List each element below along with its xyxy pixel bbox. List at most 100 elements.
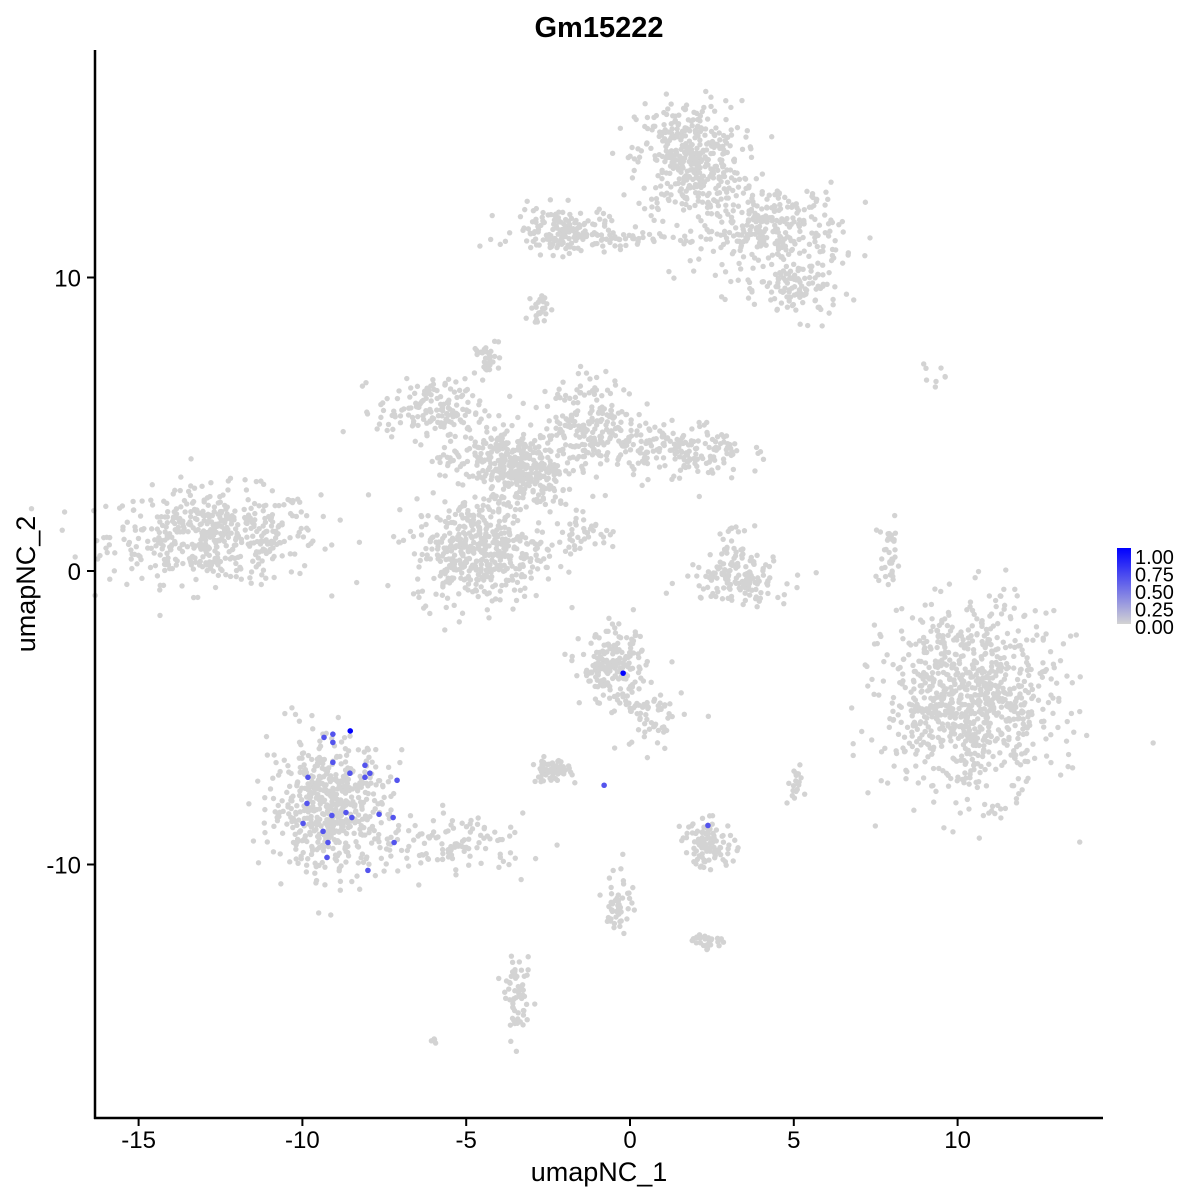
cell-point	[287, 859, 293, 865]
cell-point	[927, 683, 933, 690]
cell-point	[445, 462, 451, 469]
cell-point	[566, 486, 573, 492]
cell-point	[159, 546, 165, 552]
cell-point	[273, 759, 279, 766]
cell-point	[336, 868, 342, 874]
cell-point	[710, 140, 717, 147]
cell-point	[460, 406, 466, 413]
cell-point	[424, 433, 430, 439]
cell-point	[653, 196, 660, 202]
cell-point	[550, 485, 557, 492]
cell-point	[1019, 751, 1025, 757]
cell-point	[170, 491, 176, 497]
cell-point	[343, 798, 349, 804]
cell-point	[683, 450, 690, 456]
cell-point	[298, 509, 304, 515]
cell-point	[656, 151, 662, 158]
cell-point	[824, 281, 830, 288]
cell-point	[931, 799, 937, 805]
cell-point	[528, 470, 534, 477]
cell-point	[128, 547, 134, 553]
cell-point	[554, 452, 561, 459]
cell-point	[975, 697, 982, 703]
cell-point	[920, 739, 927, 745]
cell-point	[577, 383, 584, 389]
cell-point	[257, 541, 264, 547]
cell-point	[474, 475, 480, 481]
cell-point	[1043, 610, 1049, 616]
cell-point	[330, 845, 336, 852]
cell-point	[1005, 703, 1011, 710]
cell-point	[474, 558, 480, 564]
cell-point	[154, 514, 161, 520]
cell-point	[585, 218, 591, 224]
cell-point	[398, 847, 405, 854]
cell-point	[995, 727, 1002, 733]
cell-point	[546, 482, 553, 488]
cell-point	[717, 137, 723, 143]
cell-point	[748, 154, 755, 161]
cell-point	[909, 615, 916, 621]
cell-point	[596, 700, 603, 706]
cell-point	[741, 229, 747, 235]
cell-point	[819, 262, 826, 268]
cell-point	[609, 709, 615, 716]
cell-point	[708, 103, 714, 110]
cell-point	[445, 432, 451, 438]
cell-point	[561, 435, 568, 441]
cell-point	[600, 210, 607, 217]
cell-point	[616, 438, 622, 444]
cell-point	[270, 795, 277, 802]
cell-point	[528, 575, 534, 581]
cell-point	[566, 250, 573, 257]
cell-point	[964, 693, 971, 699]
cell-point	[865, 790, 871, 796]
cell-point	[267, 786, 274, 792]
cell-point	[397, 759, 403, 766]
cell-point	[522, 585, 528, 591]
cell-point	[597, 461, 604, 467]
cell-point	[502, 524, 508, 531]
cell-point	[415, 413, 421, 420]
cell-point	[641, 734, 648, 740]
cell-point	[506, 833, 513, 839]
cell-point	[1077, 674, 1083, 680]
cell-point	[308, 540, 314, 547]
cell-point	[709, 436, 716, 443]
cell-point	[609, 150, 616, 156]
cell-point	[1071, 729, 1077, 735]
cell-point	[859, 728, 865, 735]
cell-point	[678, 186, 685, 192]
cell-point	[190, 498, 197, 505]
cell-point	[371, 797, 378, 804]
cell-point	[173, 562, 179, 568]
cell-point	[1065, 751, 1072, 758]
cell-point	[984, 681, 990, 687]
cell-point	[714, 575, 720, 581]
cell-point	[184, 501, 190, 507]
cell-point	[534, 566, 541, 572]
cell-point	[793, 307, 799, 313]
cell-point	[659, 175, 665, 182]
cell-point	[812, 275, 818, 281]
cell-point	[669, 133, 675, 139]
cell-point	[411, 390, 418, 397]
cell-point	[297, 764, 304, 771]
cell-point	[972, 574, 978, 581]
cell-point	[749, 195, 755, 202]
cell-point	[576, 453, 582, 460]
cell-point	[330, 785, 336, 791]
cell-point	[575, 399, 581, 406]
cell-point	[965, 627, 972, 633]
cell-point	[268, 523, 275, 529]
cell-point	[1011, 685, 1017, 691]
cell-point	[1050, 661, 1057, 667]
cell-point	[617, 246, 624, 253]
cell-point	[1004, 742, 1010, 748]
cell-point	[285, 804, 291, 810]
cell-point	[801, 206, 807, 213]
cell-point	[683, 201, 689, 208]
cell-point	[605, 641, 611, 647]
cell-point	[385, 841, 392, 847]
cell-point	[562, 216, 569, 223]
